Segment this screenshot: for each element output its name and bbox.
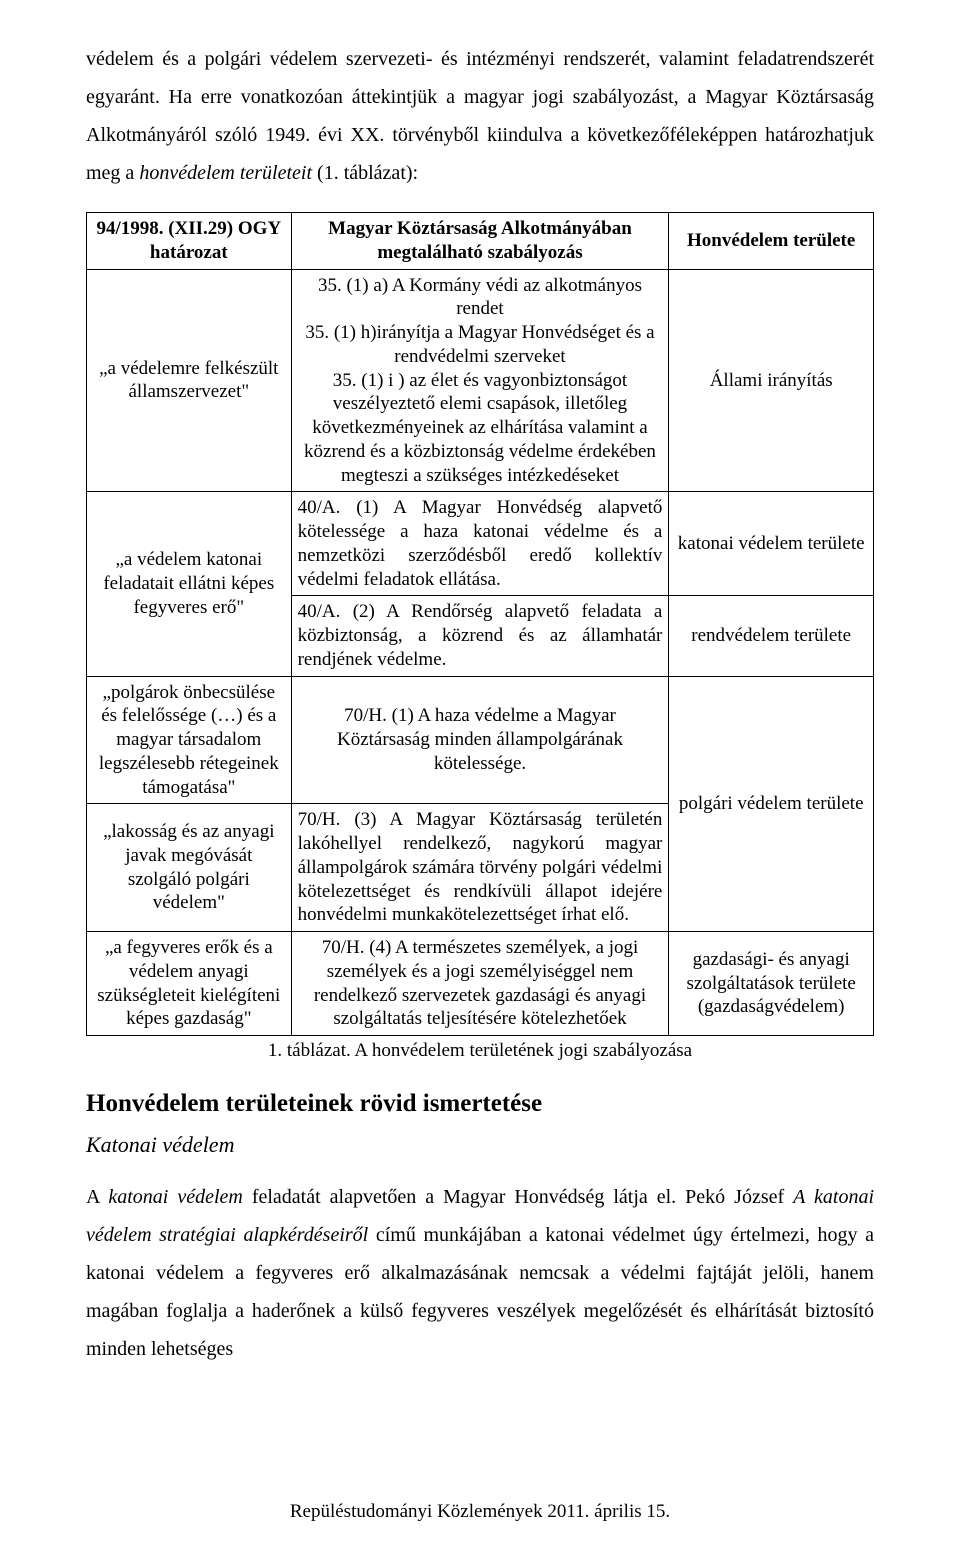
row2-left: „a védelem katonai feladatait ellátni ké… (87, 492, 292, 676)
row4-right: gazdasági- és anyagi szolgáltatások terü… (669, 932, 874, 1036)
body-paragraph: A katonai védelem feladatát alapvetően a… (86, 1178, 874, 1368)
table-row: „polgárok önbecsülése és felelőssége (…)… (87, 676, 874, 804)
regulation-table: 94/1998. (XII.29) OGY határozat Magyar K… (86, 212, 874, 1036)
body-b: feladatát alapvetően a Magyar Honvédség … (243, 1186, 793, 1208)
table-row: „a fegyveres erők és a védelem anyagi sz… (87, 932, 874, 1036)
page: védelem és a polgári védelem szervezeti-… (0, 0, 960, 1541)
page-footer: Repüléstudományi Közlemények 2011. ápril… (0, 1501, 960, 1523)
row3-right: polgári védelem területe (669, 676, 874, 932)
row1-left: „a védelemre felkészült államszervezet" (87, 269, 292, 492)
row3-mid-b: 70/H. (3) A Magyar Köztársaság területén… (291, 804, 669, 932)
row3-left-b: „lakosság és az anyagi javak megóvását s… (87, 804, 292, 932)
row3-mid-a: 70/H. (1) A haza védelme a Magyar Köztár… (291, 676, 669, 804)
intro-text-b: (1. táblázat): (312, 162, 418, 184)
body-a: A (86, 1186, 108, 1208)
row4-left: „a fegyveres erők és a védelem anyagi sz… (87, 932, 292, 1036)
row2-mid-b: 40/A. (2) A Rendőrség alapvető feladata … (291, 596, 669, 676)
row1-right: Állami irányítás (669, 269, 874, 492)
row1-mid: 35. (1) a) A Kormány védi az alkotmányos… (291, 269, 669, 492)
row4-mid: 70/H. (4) A természetes személyek, a jog… (291, 932, 669, 1036)
header-left: 94/1998. (XII.29) OGY határozat (87, 213, 292, 270)
section-title: Honvédelem területeinek rövid ismertetés… (86, 1090, 874, 1118)
intro-paragraph: védelem és a polgári védelem szervezeti-… (86, 40, 874, 192)
table-caption: 1. táblázat. A honvédelem területének jo… (86, 1040, 874, 1062)
body-italic-1: katonai védelem (108, 1186, 243, 1208)
header-right: Honvédelem területe (669, 213, 874, 270)
row2-right-a: katonai védelem területe (669, 492, 874, 596)
row2-mid-a: 40/A. (1) A Magyar Honvédség alapvető kö… (291, 492, 669, 596)
table-row: „a védelemre felkészült államszervezet" … (87, 269, 874, 492)
row3-left-a: „polgárok önbecsülése és felelőssége (…)… (87, 676, 292, 804)
table-row: „a védelem katonai feladatait ellátni ké… (87, 492, 874, 596)
subsection-title: Katonai védelem (86, 1132, 874, 1158)
row2-right-b: rendvédelem területe (669, 596, 874, 676)
header-mid: Magyar Köztársaság Alkotmányában megtalá… (291, 213, 669, 270)
table-header-row: 94/1998. (XII.29) OGY határozat Magyar K… (87, 213, 874, 270)
intro-italic: honvédelem területeit (139, 162, 312, 184)
